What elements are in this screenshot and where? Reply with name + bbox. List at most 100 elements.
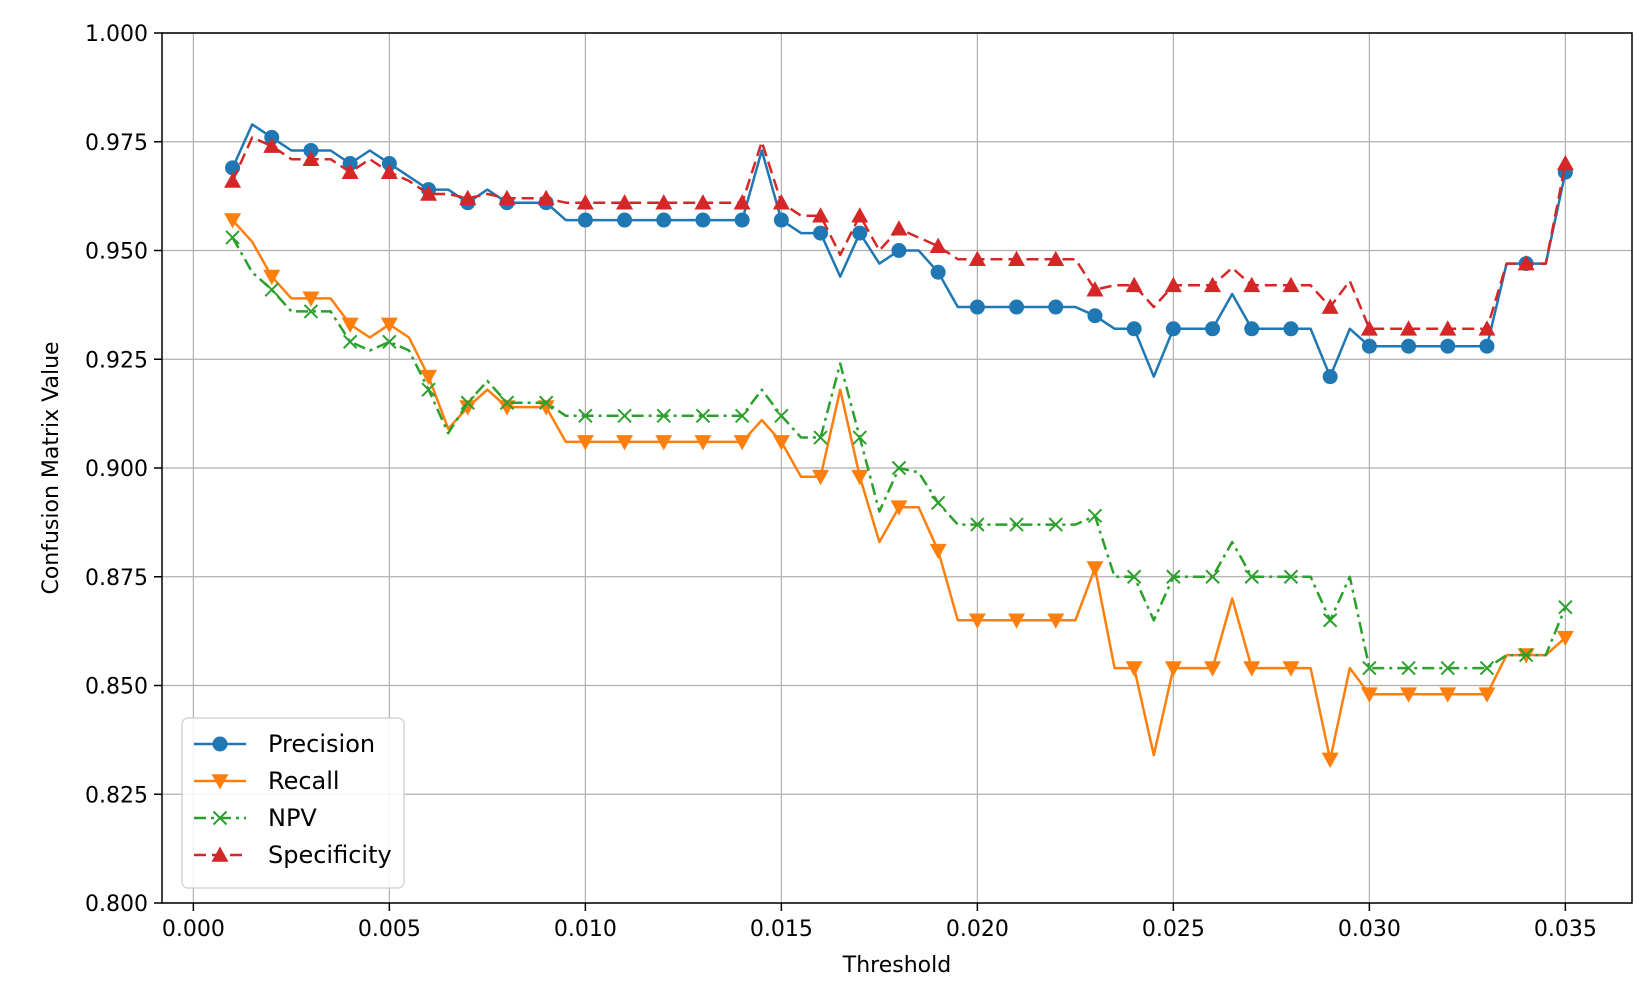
x-axis-label: Threshold <box>842 953 951 978</box>
data-point-specificity <box>1204 276 1222 293</box>
data-point-specificity <box>1282 276 1300 293</box>
data-point-recall <box>733 435 751 451</box>
data-point-npv <box>1009 517 1024 532</box>
data-point-recall <box>224 213 242 229</box>
data-point-precision <box>813 225 829 241</box>
data-point-recall <box>772 435 790 451</box>
data-point-npv <box>1362 660 1377 676</box>
data-point-specificity <box>1478 320 1496 336</box>
data-point-specificity <box>890 220 908 236</box>
data-point-precision <box>891 243 907 258</box>
data-point-specificity <box>537 189 555 206</box>
y-tick-label: 0.850 <box>85 675 148 700</box>
data-point-npv <box>578 408 593 424</box>
series-specificity <box>224 136 1574 336</box>
legend-item-npv: NPV <box>194 804 317 832</box>
data-point-npv <box>734 408 750 424</box>
y-axis-label: Confusion Matrix Value <box>39 341 64 594</box>
data-point-recall <box>302 291 320 307</box>
data-point-npv <box>1558 599 1573 615</box>
y-tick-label: 0.925 <box>85 348 148 373</box>
data-point-npv <box>538 395 554 410</box>
x-tick-label: 0.000 <box>162 917 225 942</box>
data-point-recall <box>1204 661 1222 677</box>
data-point-specificity <box>380 163 398 179</box>
data-point-npv <box>617 408 632 424</box>
y-tick-label: 0.825 <box>85 783 148 808</box>
data-point-npv <box>656 408 671 424</box>
data-point-npv <box>1087 508 1103 524</box>
data-point-recall <box>1321 752 1339 768</box>
data-point-specificity <box>576 194 594 210</box>
legend-item-precision: Precision <box>194 730 375 758</box>
data-point-specificity <box>733 194 751 210</box>
data-point-recall <box>341 317 359 333</box>
legend-label-npv: NPV <box>268 804 317 832</box>
x-tick-label: 0.005 <box>358 917 421 942</box>
data-point-specificity <box>459 189 477 206</box>
x-tick-label: 0.030 <box>1338 917 1401 942</box>
data-point-precision <box>1479 338 1495 354</box>
data-point-npv <box>1283 569 1299 584</box>
data-point-specificity <box>1243 276 1261 293</box>
x-tick-label: 0.035 <box>1534 917 1597 942</box>
data-point-specificity <box>420 185 438 201</box>
data-point-precision <box>656 212 672 228</box>
data-point-recall <box>968 613 986 629</box>
y-axis: 0.800 0.825 0.850 0.875 0.900 0.925 0.950 0.975… <box>85 22 162 917</box>
legend-marker-precision <box>212 736 228 752</box>
data-point-precision <box>1283 321 1299 337</box>
data-point-npv <box>891 460 907 476</box>
data-point-specificity <box>929 237 947 253</box>
data-point-recall <box>1439 687 1457 703</box>
data-point-npv <box>1518 647 1534 663</box>
data-point-npv <box>421 382 436 397</box>
y-tick-label: 0.975 <box>85 131 148 156</box>
data-point-specificity <box>694 194 712 210</box>
series-recall <box>224 213 1574 768</box>
data-point-precision <box>734 212 750 228</box>
legend-label-recall: Recall <box>268 767 340 795</box>
data-point-recall <box>616 435 634 451</box>
data-point-precision <box>852 225 868 241</box>
data-point-npv <box>774 408 789 424</box>
data-point-recall <box>263 269 281 286</box>
data-point-recall <box>1360 687 1378 703</box>
data-point-recall <box>537 400 555 416</box>
data-point-npv <box>1440 660 1455 676</box>
data-point-precision <box>1244 321 1260 337</box>
x-tick-label: 0.020 <box>946 917 1009 942</box>
data-point-npv <box>225 230 240 245</box>
data-point-npv <box>264 282 279 297</box>
data-point-npv <box>1126 569 1142 584</box>
data-point-recall <box>1400 687 1418 703</box>
data-point-recall <box>1556 630 1574 647</box>
data-point-recall <box>851 469 869 486</box>
data-point-precision <box>969 299 985 315</box>
data-point-precision <box>1322 369 1338 385</box>
x-tick-label: 0.015 <box>750 917 813 942</box>
data-point-recall <box>459 400 477 416</box>
data-point-specificity <box>1164 276 1182 293</box>
data-point-recall <box>1243 661 1261 677</box>
data-point-specificity <box>1321 298 1339 314</box>
data-point-recall <box>498 400 516 416</box>
legend-item-specificity: Specificity <box>194 841 392 869</box>
data-point-recall <box>420 369 438 386</box>
data-point-npv <box>460 395 475 410</box>
data-point-specificity <box>616 194 634 210</box>
data-point-npv <box>1322 613 1338 628</box>
data-point-npv <box>970 517 985 532</box>
legend-marker-recall <box>211 774 229 790</box>
data-point-npv <box>1401 660 1416 676</box>
data-point-specificity <box>851 207 869 223</box>
data-point-precision <box>695 212 711 228</box>
data-point-precision <box>1087 308 1103 324</box>
x-axis: 0.000 0.005 0.010 0.015 0.020 0.025 0.030 0.035 <box>162 903 1597 942</box>
legend-marker-specificity <box>211 846 229 862</box>
legend-marker-npv <box>212 810 228 826</box>
y-tick-label: 0.875 <box>85 566 148 591</box>
data-point-recall <box>1478 687 1496 703</box>
data-point-specificity <box>968 250 986 266</box>
x-tick-label: 0.010 <box>554 917 617 942</box>
